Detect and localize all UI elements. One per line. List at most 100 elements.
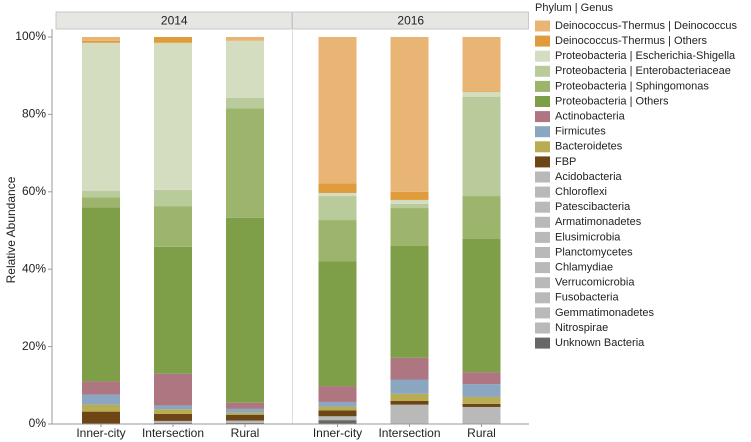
bar-segment	[318, 420, 357, 424]
bar-segment	[82, 191, 120, 198]
legend-label: Acidobacteria	[555, 171, 623, 183]
legend-label: Proteobacteria | Sphingomonas	[555, 80, 709, 92]
facet-title: 2016	[397, 14, 424, 28]
legend-swatch	[535, 156, 550, 168]
facet-header	[292, 11, 529, 30]
legend-swatch	[535, 277, 550, 289]
bar-segment	[318, 183, 357, 193]
legend-label: Actinobacteria	[555, 111, 626, 123]
legend-label: Patescibacteria	[555, 201, 631, 213]
y-tick-label: 80%	[22, 107, 46, 121]
bar-segment	[390, 404, 429, 424]
x-tick-label: Rural	[467, 426, 496, 440]
bar-segment	[82, 40, 120, 43]
bar-segment	[226, 37, 264, 41]
bar-segment	[462, 403, 501, 407]
legend-label: Deinococcus-Thermus | Deinococcus	[555, 20, 737, 32]
bar-segment	[462, 91, 501, 92]
bar-segment	[390, 203, 429, 209]
legend-swatch	[535, 186, 550, 198]
bar-segment	[318, 261, 357, 387]
bar-segment	[82, 404, 120, 412]
y-tick-label: 0%	[29, 416, 47, 430]
legend-label: Gemmatimonadetes	[555, 307, 655, 319]
legend-label: Proteobacteria | Escherichia-Shigella	[555, 50, 736, 62]
x-tick-label: Intersection	[142, 426, 204, 440]
bar-segment	[154, 422, 192, 424]
bar-segment	[154, 189, 192, 207]
bar-segment	[318, 386, 357, 402]
bar-segment	[390, 393, 429, 401]
bar-segment	[226, 420, 264, 423]
legend-label: Proteobacteria | Others	[555, 95, 669, 107]
bar-segment	[226, 40, 264, 98]
legend-swatch	[535, 35, 550, 47]
bar-segment	[318, 192, 357, 197]
legend-swatch	[535, 126, 550, 138]
bar-segment	[318, 220, 357, 262]
bar-segment	[82, 394, 120, 405]
legend-label: Chloroflexi	[555, 186, 607, 198]
legend-label: FBP	[555, 156, 576, 168]
bar-segment	[390, 191, 429, 200]
bar-segment	[226, 412, 264, 415]
legend-label: Proteobacteria | Enterobacteriaceae	[555, 65, 731, 77]
bar-segment	[82, 411, 120, 424]
legend-swatch	[535, 292, 550, 304]
x-tick-label: Rural	[231, 426, 260, 440]
bar-segment	[390, 245, 429, 358]
bar-segment	[226, 422, 264, 424]
legend-title: Phylum | Genus	[535, 2, 614, 14]
legend-swatch	[535, 231, 550, 243]
legend-swatch	[535, 322, 550, 334]
bar-segment	[390, 37, 429, 192]
bar-segment	[82, 207, 120, 382]
legend-label: Fusobacteria	[555, 292, 619, 304]
legend-label: Deinococcus-Thermus | Others	[555, 35, 708, 47]
bar-segment	[82, 197, 120, 208]
bar-segment	[390, 400, 429, 405]
y-tick-label: 40%	[22, 261, 46, 275]
legend-swatch	[535, 216, 550, 228]
bar-segment	[154, 373, 192, 406]
bar-segment	[226, 108, 264, 218]
bar-segment	[154, 409, 192, 414]
bar-segment	[390, 379, 429, 394]
bar-segment	[154, 42, 192, 190]
bar-segment	[226, 408, 264, 413]
legend-label: Nitrospirae	[555, 322, 608, 334]
legend-swatch	[535, 307, 550, 319]
legend-swatch	[535, 111, 550, 123]
bar-segment	[390, 199, 429, 204]
legend-label: Elusimicrobia	[555, 231, 621, 243]
bar-segment	[226, 402, 264, 409]
bar-segment	[154, 413, 192, 421]
bar-segment	[318, 416, 357, 421]
bar-segment	[318, 401, 357, 407]
y-tick-label: 20%	[22, 339, 46, 353]
bar-segment	[462, 406, 501, 424]
legend-label: Armatimonadetes	[555, 216, 642, 228]
bar-segment	[154, 420, 192, 423]
bar-segment	[318, 196, 357, 221]
bar-segment	[462, 196, 501, 240]
legend-label: Bacteroidetes	[555, 141, 623, 153]
x-tick-label: Inner-city	[76, 426, 125, 440]
bar-segment	[226, 217, 264, 403]
bar-segment	[82, 381, 120, 395]
legend-swatch	[535, 247, 550, 258]
x-tick-label: Intersection	[378, 426, 440, 440]
bar-segment	[462, 239, 501, 373]
legend-label: Verrucomicrobia	[555, 277, 635, 289]
legend-label: Firmicutes	[555, 126, 606, 138]
legend-swatch	[535, 262, 550, 274]
bar-segment	[318, 37, 357, 184]
legend-swatch	[535, 50, 550, 62]
y-axis-label: Relative Abundance	[4, 176, 18, 283]
bar-segment	[318, 410, 357, 417]
facet-title: 2014	[161, 14, 188, 28]
legend-swatch	[535, 141, 550, 153]
bar-segment	[318, 406, 357, 411]
